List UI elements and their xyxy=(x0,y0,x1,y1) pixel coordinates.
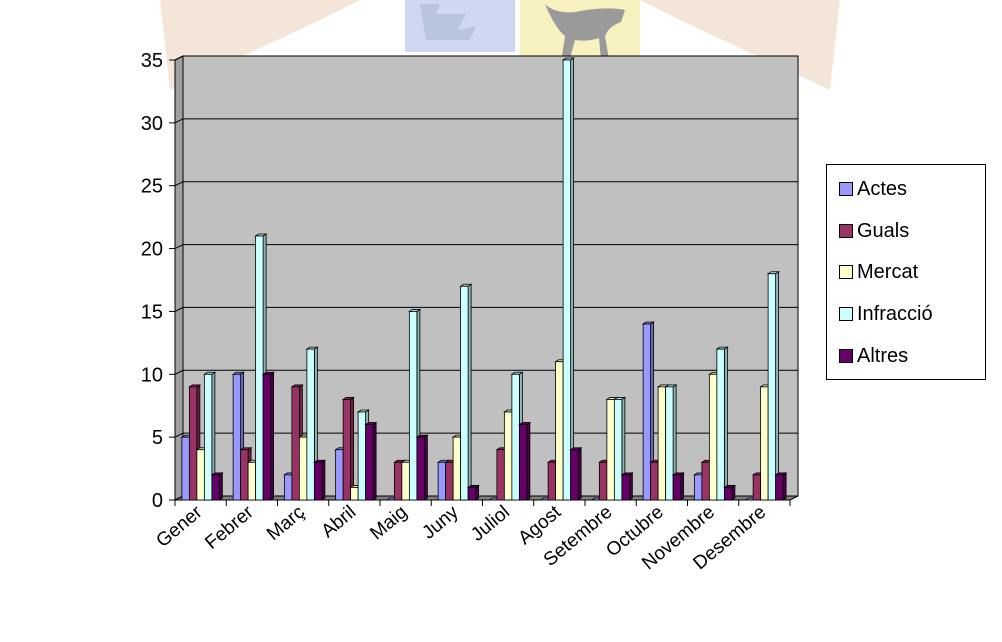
legend-label-actes: Actes xyxy=(857,178,908,200)
bar xyxy=(774,472,788,501)
bar-front xyxy=(467,487,477,501)
bar xyxy=(671,472,685,501)
gridlines xyxy=(174,55,798,438)
bar xyxy=(466,484,480,501)
bar xyxy=(664,384,678,501)
gridline xyxy=(174,306,798,312)
legend: Actes Guals Mercat Infracció Altres xyxy=(826,164,986,380)
legend-swatch-mercat xyxy=(839,265,853,279)
y-tick-label: 10 xyxy=(141,364,163,386)
y-tick-label: 15 xyxy=(141,301,163,323)
bar-front xyxy=(775,474,784,501)
bar-front xyxy=(408,311,418,501)
bar xyxy=(569,446,583,501)
bar xyxy=(313,459,327,501)
bar-front xyxy=(672,474,682,501)
gridline xyxy=(174,118,798,124)
bar xyxy=(364,421,378,501)
bar-front xyxy=(188,386,198,501)
bar-front xyxy=(262,373,272,501)
legend-label-infraccio: Infracció xyxy=(857,303,933,325)
bar-front xyxy=(232,373,242,501)
bar-front xyxy=(716,348,725,501)
y-tick-label: 25 xyxy=(141,176,163,198)
bar-front xyxy=(613,399,623,501)
bar-front xyxy=(342,399,352,501)
bar-front xyxy=(621,474,630,501)
y-tick-label: 30 xyxy=(141,113,163,135)
bar-front xyxy=(518,424,528,501)
legend-swatch-altres xyxy=(839,349,853,363)
y-tick-label: 5 xyxy=(152,427,163,449)
bar-front xyxy=(723,487,733,501)
legend-item-actes: Actes xyxy=(839,177,907,201)
bar xyxy=(715,346,729,501)
bar-front xyxy=(255,235,264,501)
y-tick-label: 0 xyxy=(152,490,163,512)
legend-swatch-actes xyxy=(839,182,853,196)
bar-front xyxy=(570,449,579,501)
gridline xyxy=(174,432,798,438)
coat-of-arms-watermark xyxy=(120,0,880,260)
bar xyxy=(210,472,224,501)
gridline xyxy=(174,244,798,250)
legend-item-infraccio: Infracció xyxy=(839,302,933,326)
gridline xyxy=(174,55,798,61)
bar-front xyxy=(306,348,315,501)
bar xyxy=(766,270,780,501)
gridline xyxy=(174,369,798,375)
bar-front xyxy=(365,424,374,501)
bar xyxy=(203,371,217,501)
y-tick-label: 20 xyxy=(141,239,163,261)
bar-front xyxy=(767,273,777,501)
bar-front xyxy=(460,285,469,501)
bar-front xyxy=(665,386,674,501)
legend-swatch-infraccio xyxy=(839,307,853,321)
bar-front xyxy=(211,474,220,501)
legend-swatch-guals xyxy=(839,224,853,238)
bar xyxy=(620,472,634,501)
bar xyxy=(261,371,275,501)
y-tick-label: 35 xyxy=(141,50,163,72)
bars xyxy=(180,57,788,501)
legend-label-guals: Guals xyxy=(857,220,910,242)
bar-front xyxy=(416,436,425,501)
bar xyxy=(723,484,737,501)
legend-item-guals: Guals xyxy=(839,219,909,243)
legend-item-altres: Altres xyxy=(839,344,908,368)
legend-label-altres: Altres xyxy=(857,345,909,367)
y-tick-labels: 0 5 10 15 20 25 30 35 xyxy=(141,50,175,512)
bar xyxy=(518,421,532,501)
legend-label-mercat: Mercat xyxy=(857,261,919,283)
bar-front xyxy=(562,59,572,501)
bar-front xyxy=(313,461,323,501)
legend-item-mercat: Mercat xyxy=(839,260,918,284)
bar-front xyxy=(642,323,652,501)
gridline xyxy=(174,181,798,187)
bar-front xyxy=(203,373,213,501)
bar xyxy=(415,434,429,501)
